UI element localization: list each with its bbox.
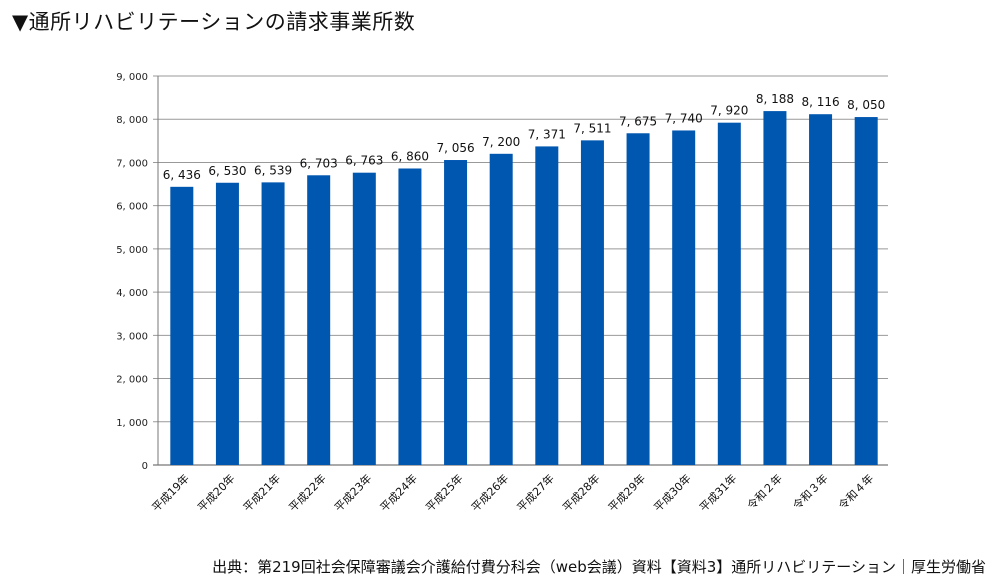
bar xyxy=(580,140,604,465)
bar xyxy=(763,111,787,466)
y-tick-label: 3, 000 xyxy=(116,331,148,342)
x-tick-label: 平成23年 xyxy=(331,471,374,514)
x-tick-label: 平成19年 xyxy=(149,471,192,514)
bar xyxy=(352,172,376,465)
x-tick-label: 平成20年 xyxy=(194,471,237,514)
bar xyxy=(215,182,239,465)
x-tick-label: 平成24年 xyxy=(377,471,420,514)
bar xyxy=(626,133,650,465)
x-tick-label: 令和４年 xyxy=(835,471,876,512)
x-tick-label: 平成28年 xyxy=(559,471,602,514)
x-tick-label: 平成22年 xyxy=(286,471,329,514)
y-tick-label: 7, 000 xyxy=(116,158,148,169)
y-tick-label: 9, 000 xyxy=(116,72,148,83)
data-label: 6, 860 xyxy=(391,149,429,163)
data-label: 6, 436 xyxy=(163,168,201,182)
bar xyxy=(809,114,833,466)
data-label: 6, 703 xyxy=(300,156,338,170)
y-tick-label: 4, 000 xyxy=(116,288,148,299)
x-tick-label: 平成27年 xyxy=(514,471,557,514)
y-tick-label: 5, 000 xyxy=(116,245,148,256)
bar xyxy=(261,182,285,466)
data-label: 7, 056 xyxy=(436,141,474,155)
data-label: 6, 763 xyxy=(345,154,383,168)
bar xyxy=(672,130,696,465)
data-label: 7, 920 xyxy=(710,104,748,118)
y-tick-label: 1, 000 xyxy=(116,418,148,429)
y-tick-label: 6, 000 xyxy=(116,202,148,213)
bar xyxy=(444,160,468,466)
x-tick-label: 平成29年 xyxy=(605,471,648,514)
x-tick-label: 平成30年 xyxy=(651,471,694,514)
y-tick-label: 0 xyxy=(142,461,148,472)
bar xyxy=(854,117,878,466)
data-label: 8, 116 xyxy=(801,95,839,109)
y-tick-label: 2, 000 xyxy=(116,375,148,386)
data-label: 6, 530 xyxy=(208,164,246,178)
bar xyxy=(717,122,741,466)
x-tick-label: 平成21年 xyxy=(240,471,283,514)
data-label: 6, 539 xyxy=(254,163,292,177)
bar xyxy=(307,175,331,466)
data-label: 7, 740 xyxy=(665,111,703,125)
x-tick-label: 平成31年 xyxy=(696,471,739,514)
bar xyxy=(489,153,513,466)
x-tick-label: 平成26年 xyxy=(468,471,511,514)
data-label: 7, 371 xyxy=(528,127,566,141)
bar xyxy=(170,186,194,465)
x-tick-label: 平成25年 xyxy=(423,471,466,514)
x-tick-label: 令和２年 xyxy=(744,471,785,512)
page-title: ▼通所リハビリテーションの請求事業所数 xyxy=(12,10,416,34)
data-label: 7, 675 xyxy=(619,114,657,128)
bar xyxy=(398,168,422,466)
data-label: 7, 511 xyxy=(573,121,611,135)
bar xyxy=(535,146,559,465)
source-citation: 出典：第219回社会保障審議会介護給付費分科会（web会議）資料【資料3】通所リ… xyxy=(212,558,986,576)
y-tick-label: 8, 000 xyxy=(116,115,148,126)
x-tick-label: 令和３年 xyxy=(790,471,831,512)
data-label: 7, 200 xyxy=(482,135,520,149)
data-label: 8, 188 xyxy=(756,92,794,106)
data-label: 8, 050 xyxy=(847,98,885,112)
